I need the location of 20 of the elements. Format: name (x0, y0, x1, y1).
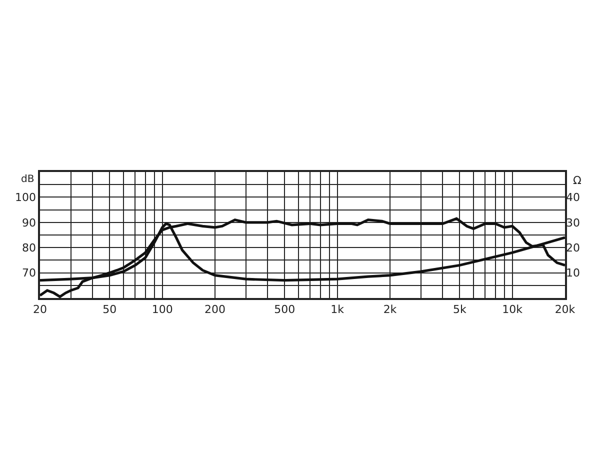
y2-axis-title: Ω (573, 174, 582, 187)
x-tick-label: 10k (502, 302, 524, 316)
x-tick-label: 2k (383, 302, 398, 316)
x-tick-label: 1k (330, 302, 345, 316)
x-tick-label: 50 (102, 302, 117, 316)
y-tick-label: 100 (15, 191, 36, 204)
y-axis-title: dB (21, 174, 34, 185)
y2-tick-label: 10 (566, 266, 580, 280)
x-tick-label: 100 (152, 302, 173, 316)
y2-tick-label: 20 (566, 241, 580, 254)
x-tick-label: 5k (452, 302, 467, 316)
y-tick-label: 80 (22, 241, 36, 254)
y2-tick-label: 40 (566, 191, 580, 204)
y-tick-label: 90 (22, 216, 36, 230)
x-tick-label: 20 (33, 302, 47, 316)
y-tick-label: 70 (22, 266, 36, 280)
x-tick-label: 200 (204, 302, 226, 316)
x-tick-label: 20k (554, 302, 576, 316)
y2-tick-label: 30 (566, 216, 580, 230)
x-tick-label: 500 (274, 302, 296, 316)
